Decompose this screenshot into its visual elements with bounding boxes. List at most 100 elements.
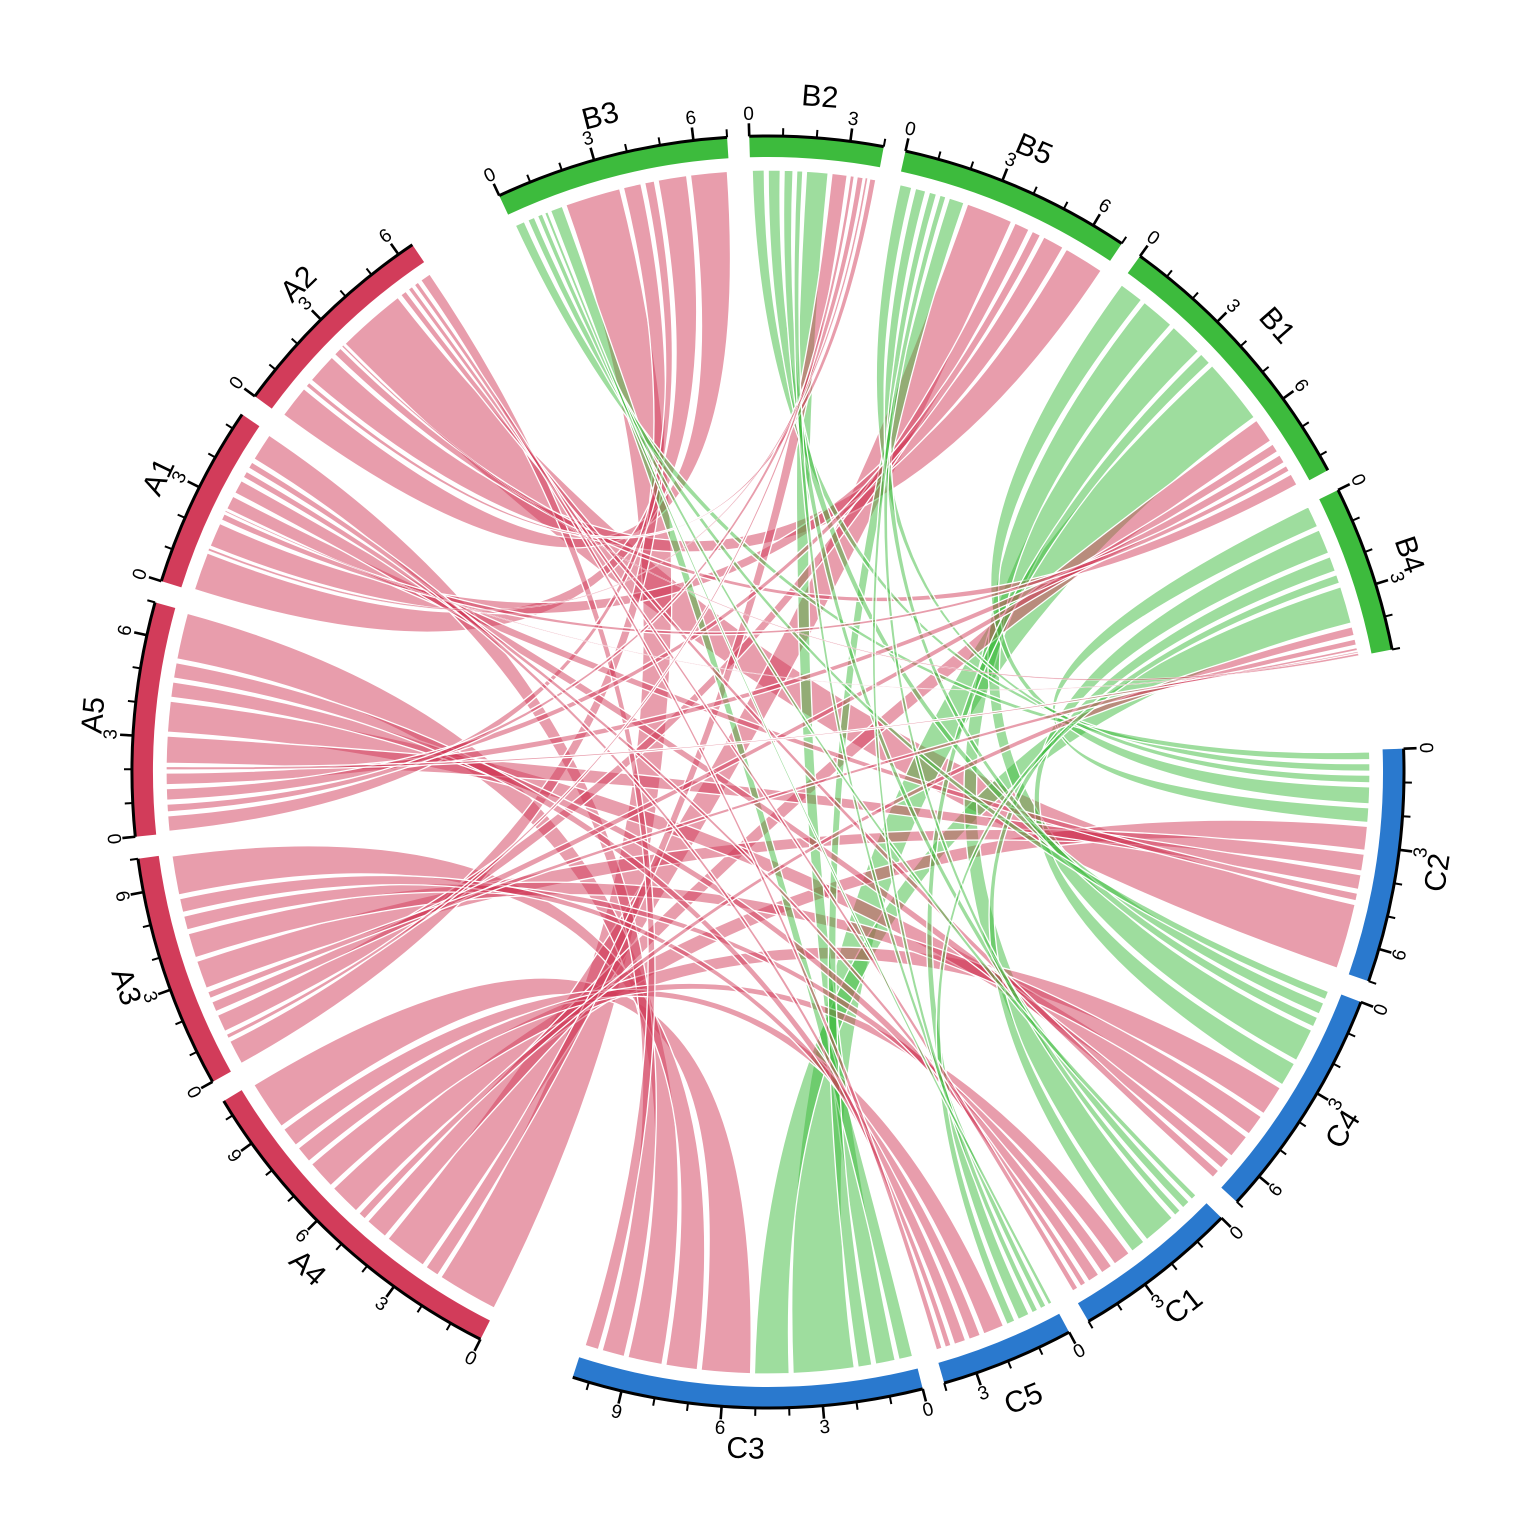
tick-label-B3-0: 0 (481, 164, 499, 188)
major-tick (1316, 1092, 1329, 1101)
minor-tick (526, 174, 532, 183)
sector-label-B1: B1 (1252, 301, 1301, 350)
sector-arc-A2 (254, 244, 425, 409)
sector-label-A1: A1 (136, 453, 182, 500)
minor-tick (1394, 882, 1403, 886)
minor-tick (1236, 1201, 1244, 1208)
ribbon-A1-C3 (252, 434, 657, 1358)
minor-tick (1166, 269, 1173, 278)
major-tick (133, 631, 148, 637)
minor-tick (624, 143, 628, 153)
minor-tick (207, 452, 216, 459)
major-tick (1337, 483, 1351, 492)
minor-tick (855, 1401, 859, 1410)
ribbon-B4-C5 (935, 573, 1341, 1326)
minor-tick (265, 1169, 273, 1176)
minor-tick (1298, 1121, 1307, 1128)
major-tick (1001, 168, 1009, 182)
minor-tick (888, 1396, 893, 1405)
tick-label-B2-3: 3 (847, 108, 860, 130)
minor-tick (129, 857, 139, 861)
ribbon-A3-B5 (216, 222, 1030, 1033)
tick-label-A3-0: 0 (182, 1083, 205, 1102)
minor-tick (652, 1397, 656, 1406)
sector-C3: 0 3 6 9 C3 (572, 1357, 936, 1466)
sector-arc-B4 (1319, 489, 1393, 654)
sector-axis-C2 (1367, 748, 1406, 982)
minor-tick (1402, 815, 1411, 818)
minor-tick (1368, 980, 1377, 985)
minor-tick (1239, 340, 1248, 347)
minor-tick (1319, 450, 1328, 457)
ribbon-A2-C5 (413, 281, 943, 1351)
ribbon-A2-B1 (333, 347, 1298, 603)
sector-label-A4: A4 (283, 1244, 332, 1293)
major-tick (849, 128, 854, 142)
tick-label-C3-6: 6 (714, 1417, 726, 1439)
ribbon-B5-C3 (827, 197, 965, 1368)
tick-label-B4-0: 0 (1346, 471, 1370, 490)
sector-arc-C2 (1348, 748, 1404, 982)
major-tick (690, 127, 695, 141)
tick-label-C5-3: 3 (975, 1382, 992, 1405)
ribbon-A3-B2 (225, 174, 856, 1040)
major-tick (119, 733, 134, 737)
ribbon-A3-C3 (171, 845, 706, 1371)
minor-tick (225, 1114, 234, 1121)
ribbon-A2-B2 (305, 177, 877, 539)
minor-tick (1120, 236, 1128, 245)
sector-arc-C5 (938, 1313, 1070, 1384)
ribbon-A5-C2 (165, 735, 1362, 891)
sector-arc-A4 (223, 1090, 490, 1340)
minor-tick (1032, 186, 1038, 195)
sector-arc-A3 (137, 855, 231, 1082)
major-tick (1220, 1216, 1232, 1228)
tick-label-A4-9: 9 (222, 1146, 245, 1167)
sector-label-C5: C5 (1000, 1376, 1048, 1421)
minor-tick (1062, 201, 1069, 210)
minor-tick (287, 1195, 295, 1203)
sector-ticks-C3: 0 3 6 9 (585, 1381, 936, 1439)
tick-label-C3-9: 9 (609, 1401, 624, 1424)
minor-tick (189, 1050, 198, 1057)
ribbon-A5-B2 (166, 175, 865, 813)
major-tick (589, 147, 596, 161)
minor-tick (969, 161, 975, 170)
minor-tick (1196, 1240, 1204, 1248)
ribbons (165, 169, 1371, 1375)
minor-tick (177, 513, 186, 519)
minor-tick (1007, 1360, 1012, 1369)
tick-label-C2-3: 3 (1410, 846, 1432, 859)
ribbon-A2-C4 (399, 290, 1220, 1179)
sector-axis-B3 (498, 135, 728, 197)
tick-label-A5-3: 3 (100, 728, 122, 740)
minor-tick (1170, 1262, 1178, 1271)
sector-B2: 0 3B2 (743, 79, 887, 168)
major-tick (122, 835, 136, 840)
minor-tick (1384, 613, 1393, 618)
minor-tick (268, 363, 277, 371)
major-tick (310, 309, 322, 321)
sector-label-B3: B3 (578, 96, 622, 137)
sector-axis-C4 (1235, 1001, 1363, 1203)
sector-axis-A2 (253, 243, 414, 398)
ribbon-A3-B1 (210, 443, 1279, 1013)
tick-label-A5-0: 0 (102, 833, 124, 846)
major-tick (1258, 1175, 1270, 1186)
tick-label-A1-0: 0 (129, 566, 152, 582)
minor-tick (882, 138, 887, 147)
minor-tick (657, 137, 661, 146)
sector-axis-B2 (749, 134, 885, 149)
major-tick (1360, 1000, 1374, 1008)
ribbon-A4-B4 (357, 625, 1356, 1220)
sector-arc-B5 (900, 151, 1122, 261)
major-tick (1138, 244, 1149, 257)
minor-tick (1332, 1062, 1341, 1069)
minor-tick (685, 1402, 689, 1412)
minor-tick (1351, 516, 1360, 522)
minor-tick (1087, 1320, 1094, 1329)
minor-tick (1116, 1302, 1123, 1311)
major-tick (1375, 578, 1389, 586)
